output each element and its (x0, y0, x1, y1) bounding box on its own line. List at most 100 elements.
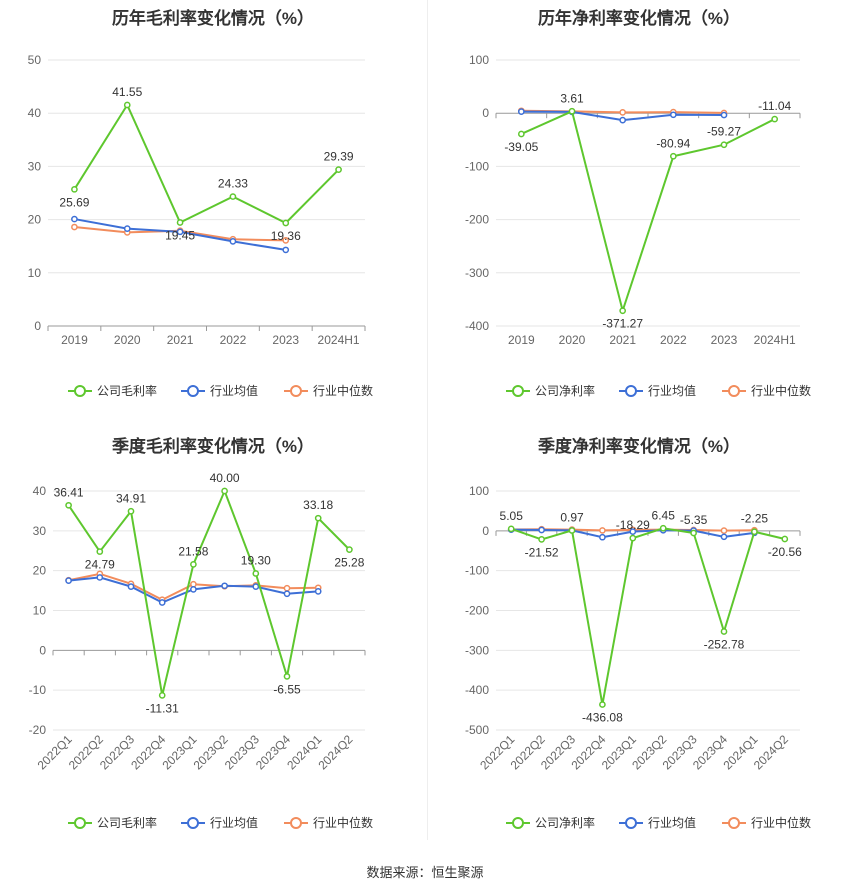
y-tick-label: -300 (465, 643, 489, 657)
data-label: 41.55 (112, 85, 142, 99)
legend-swatch-marker (74, 385, 86, 397)
data-point (629, 528, 637, 535)
data-label: 40.00 (210, 471, 240, 485)
legend-label: 行业均值 (648, 815, 696, 830)
data-label: -371.27 (602, 317, 643, 331)
data-point (190, 586, 197, 593)
data-label: 33.18 (303, 498, 333, 512)
y-tick-label: -10 (29, 683, 47, 697)
data-point (599, 701, 606, 708)
data-label: 25.69 (59, 195, 89, 209)
data-label: -2.25 (741, 512, 769, 526)
y-tick-label: 40 (28, 106, 42, 120)
y-tick-label: -20 (29, 723, 47, 737)
data-point (720, 533, 728, 541)
data-point (690, 529, 697, 537)
data-label: -20.56 (768, 545, 802, 559)
legend-swatch-marker (728, 385, 740, 397)
data-label: -11.31 (146, 701, 179, 715)
data-point (221, 487, 228, 495)
data-point (283, 584, 291, 592)
y-tick-label: 0 (482, 106, 489, 120)
data-point (669, 111, 677, 119)
data-point (720, 628, 728, 635)
y-tick-label: 0 (39, 643, 46, 657)
chart-title: 历年毛利率变化情况（%） (112, 8, 314, 28)
x-tick-label: 2019 (508, 333, 535, 347)
data-label: 29.39 (324, 150, 354, 164)
legend-swatch-marker (187, 385, 199, 397)
legend-label: 行业中位数 (751, 815, 811, 830)
y-tick-label: 10 (28, 266, 42, 280)
legend-label: 行业中位数 (313, 815, 373, 830)
y-tick-label: 20 (33, 564, 47, 578)
x-tick-label: 2020 (559, 333, 586, 347)
x-tick-label: 2020 (114, 333, 141, 347)
x-tick-label: 2024H1 (318, 333, 360, 347)
data-point (158, 692, 166, 699)
legend-label: 行业均值 (648, 383, 696, 398)
data-label: 5.05 (500, 509, 524, 523)
data-point (176, 228, 184, 236)
data-point (314, 588, 322, 595)
data-point (517, 108, 525, 115)
data-point (252, 583, 260, 590)
chart-annual-gross-margin-svg: 历年毛利率变化情况（%） 0 10 20 30 40 50 2019 2020 2021 2022 2… (28, 8, 373, 398)
y-tick-label: -100 (465, 159, 489, 173)
x-tick-label: 2024Q2 (751, 732, 791, 772)
legend-swatch-marker (625, 385, 637, 397)
data-point (65, 577, 72, 584)
data-point (190, 561, 197, 568)
data-point (65, 501, 72, 509)
y-tick-label: 30 (33, 524, 47, 538)
data-point (517, 130, 525, 138)
legend-label: 公司毛利率 (97, 815, 157, 830)
data-label: 3.61 (560, 91, 584, 105)
x-tick-label: 2024H1 (754, 333, 796, 347)
data-label: 21.58 (178, 544, 208, 558)
data-point (123, 101, 131, 109)
legend-swatch-marker (728, 817, 740, 829)
legend-label: 行业中位数 (751, 383, 811, 398)
legend-swatch-marker (512, 817, 524, 829)
x-tick-label: 2023 (711, 333, 738, 347)
y-tick-label: 0 (482, 524, 489, 538)
data-point (176, 219, 184, 226)
data-point (619, 307, 627, 315)
y-tick-label: 50 (28, 53, 42, 67)
data-source: 数据来源：恒生聚源 (366, 865, 484, 880)
data-label: 0.97 (560, 510, 584, 524)
data-label: 34.91 (116, 491, 146, 505)
data-point (229, 238, 237, 245)
data-point (282, 236, 290, 244)
y-tick-label: 30 (28, 159, 42, 173)
data-point (538, 536, 545, 543)
data-point (282, 246, 290, 254)
y-tick-label: -500 (465, 723, 489, 737)
data-point (127, 507, 135, 515)
data-label: 6.45 (652, 508, 676, 522)
data-point (629, 534, 637, 542)
chart-quarterly-net-margin: 季度净利率变化情况（%） -500 -400 -300 -200 -100 0 100 2022… (428, 428, 850, 848)
data-point (71, 215, 78, 223)
data-point (720, 111, 728, 119)
data-point (538, 526, 545, 534)
x-tick-label: 2023 (272, 333, 299, 347)
data-label: 25.28 (334, 556, 364, 570)
data-point (751, 528, 758, 536)
panel-divider (427, 0, 428, 840)
data-point (599, 533, 606, 541)
chart-title: 季度净利率变化情况（%） (538, 436, 740, 456)
data-point (335, 166, 342, 173)
data-label: 36.41 (54, 485, 84, 499)
data-point (669, 152, 677, 160)
y-tick-label: -200 (465, 213, 489, 227)
data-point (659, 524, 667, 532)
data-point (283, 590, 291, 598)
y-tick-label: 100 (469, 53, 489, 67)
data-point (720, 527, 728, 534)
data-point (123, 225, 131, 232)
x-tick-label: 2021 (609, 333, 636, 347)
legend-label: 公司毛利率 (97, 383, 157, 398)
legend-swatch-marker (290, 817, 302, 829)
